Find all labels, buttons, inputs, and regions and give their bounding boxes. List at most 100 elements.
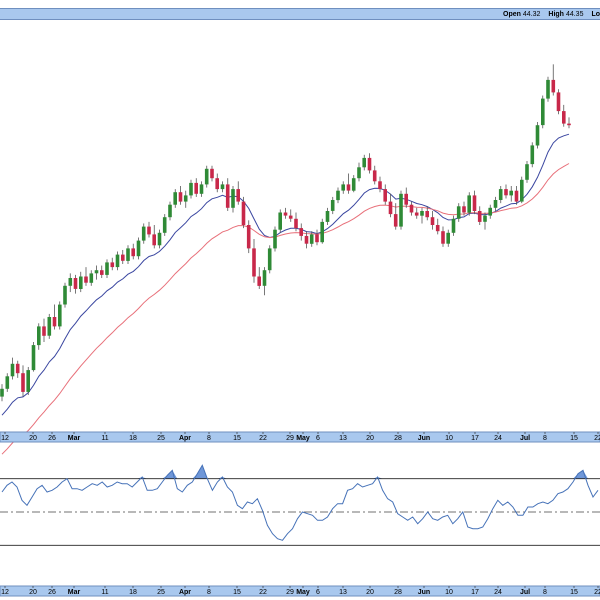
open-label: Open	[503, 11, 521, 18]
candle	[31, 342, 36, 372]
candle-body-down	[430, 217, 435, 225]
candle-body-up	[199, 184, 204, 194]
candle	[451, 215, 456, 236]
high-label: High	[548, 11, 564, 18]
x-tick-label: 17	[471, 435, 479, 442]
candle-body-down	[304, 235, 309, 244]
candle-body-up	[115, 254, 120, 268]
candle	[330, 196, 335, 215]
x-tick-label: 8	[207, 435, 211, 442]
x-tick-label: 28	[394, 435, 402, 442]
candle	[147, 221, 151, 238]
candle	[157, 229, 162, 249]
candle-body-down	[299, 228, 303, 236]
x-tick-label: Apr	[179, 435, 191, 442]
candle	[520, 176, 524, 204]
candle	[498, 186, 503, 204]
candle	[267, 245, 272, 274]
candle	[315, 229, 319, 246]
candle-body-up	[183, 195, 188, 202]
candle-body-up	[37, 326, 41, 346]
candle-body-down	[194, 182, 198, 194]
candle-body-up	[10, 363, 15, 377]
candle	[204, 165, 209, 188]
candle	[420, 207, 424, 224]
candle-body-up	[189, 182, 193, 196]
candle-body-up	[483, 215, 487, 222]
high-value: 44.35	[565, 11, 584, 18]
x-tick-label: 26	[48, 435, 56, 442]
candle	[15, 360, 20, 378]
candle	[567, 117, 571, 129]
candle-body-up	[493, 200, 498, 208]
candle-body-down	[283, 212, 288, 216]
candle-body-down	[73, 278, 78, 289]
candle-body-up	[105, 262, 109, 275]
candle-body-down	[52, 317, 57, 327]
candle	[47, 313, 52, 339]
candle-body-down	[551, 79, 556, 93]
candle-body-up	[351, 178, 356, 191]
candle	[178, 186, 183, 205]
candle-body-down	[241, 201, 246, 225]
candle-body-up	[157, 232, 162, 246]
candle-body-up	[231, 189, 235, 208]
candle	[404, 187, 408, 208]
x-tick-label: 22	[594, 435, 600, 442]
candle	[493, 196, 498, 211]
x-tick-label: 10	[445, 435, 453, 442]
candle	[362, 154, 366, 171]
candle-body-down	[225, 184, 230, 208]
candle-body-down	[131, 248, 135, 257]
candle-body-down	[100, 270, 104, 275]
candle	[441, 226, 445, 247]
candle-body-down	[147, 226, 151, 235]
candle	[37, 323, 41, 350]
x-tick-label: 6	[316, 435, 320, 442]
candle	[94, 265, 99, 280]
candle	[105, 259, 109, 279]
ohlc-readout: Open 44.32 High 44.35 Lo	[497, 9, 600, 21]
candle	[73, 274, 78, 294]
price-panel-bg	[0, 21, 600, 432]
candle	[21, 365, 25, 397]
candle-body-down	[152, 234, 156, 246]
candle	[10, 357, 15, 380]
candle	[121, 249, 125, 264]
candle-body-up	[79, 276, 83, 289]
candle	[152, 225, 156, 249]
candle-body-down	[372, 170, 377, 182]
candle	[262, 267, 267, 296]
x-tick-label: 8	[543, 589, 547, 596]
candle-body-down	[110, 262, 115, 268]
candle	[462, 201, 466, 216]
candle-body-down	[15, 363, 20, 374]
candle	[110, 257, 115, 271]
candle-body-down	[378, 181, 382, 190]
x-tick-label: 25	[157, 435, 165, 442]
candle	[514, 186, 519, 205]
candle	[294, 212, 298, 232]
candle-body-up	[456, 206, 461, 219]
candle	[351, 175, 356, 193]
x-tick-label: 24	[494, 435, 502, 442]
candle	[299, 223, 303, 241]
x-tick-label: Mar	[68, 589, 81, 596]
candle	[173, 189, 177, 208]
candle	[126, 245, 130, 264]
candle	[383, 184, 387, 205]
price-header-bar: Open 44.32 High 44.35 Lo	[0, 8, 600, 20]
candle	[309, 231, 314, 247]
x-tick-label: May	[296, 435, 310, 442]
candle	[304, 231, 309, 249]
x-tick-label: Mar	[68, 435, 81, 442]
x-tick-label: 20	[29, 589, 37, 596]
x-tick-label: 24	[494, 589, 502, 596]
oscillator-overbought-fill	[2, 465, 598, 479]
candle-body-up	[488, 207, 492, 216]
candle	[189, 179, 193, 199]
candle	[409, 201, 414, 216]
candle-body-down	[514, 190, 519, 202]
candle	[131, 243, 135, 260]
